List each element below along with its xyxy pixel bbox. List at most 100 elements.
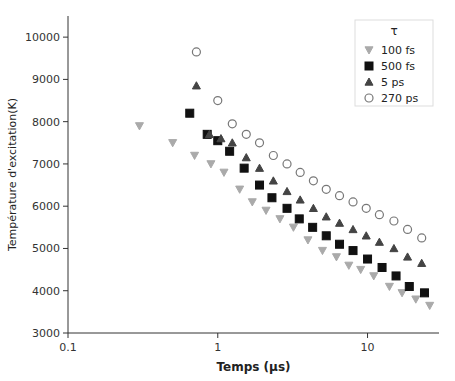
point: [405, 283, 413, 291]
point: [375, 238, 383, 245]
point: [242, 154, 250, 161]
legend-marker: [365, 47, 373, 54]
y-tick-label: 7000: [32, 158, 60, 171]
point: [390, 244, 398, 251]
y-tick: [63, 121, 68, 122]
point: [283, 160, 291, 168]
legend-marker: [365, 78, 373, 85]
point: [226, 147, 234, 155]
point: [420, 289, 428, 297]
point: [228, 139, 236, 146]
point: [404, 253, 412, 260]
point: [256, 139, 264, 147]
point: [426, 302, 434, 309]
point: [375, 211, 383, 219]
point: [262, 207, 270, 214]
point: [207, 161, 215, 168]
legend-label: 100 fs: [381, 44, 415, 57]
y-tick: [63, 290, 68, 291]
series: [192, 82, 425, 267]
x-tick: [367, 333, 368, 338]
point: [256, 181, 264, 189]
legend-marker: [365, 62, 373, 70]
point: [295, 215, 303, 223]
x-tick-label: 10: [361, 341, 375, 354]
point: [135, 123, 143, 130]
point: [349, 225, 357, 232]
point: [362, 232, 370, 239]
point: [236, 186, 244, 193]
legend-box: [355, 20, 433, 106]
y-tick-label: 3000: [32, 327, 60, 340]
y-tick: [63, 248, 68, 249]
y-tick-label: 8000: [32, 116, 60, 129]
point: [289, 224, 297, 231]
point: [364, 255, 372, 263]
point: [370, 273, 378, 280]
point: [385, 283, 393, 290]
point: [332, 254, 340, 261]
point: [214, 97, 222, 105]
point: [191, 152, 199, 159]
point: [268, 194, 276, 202]
point: [318, 247, 326, 254]
point: [378, 263, 386, 271]
point: [418, 259, 426, 266]
legend-title: τ: [390, 24, 397, 38]
point: [304, 237, 312, 244]
point: [309, 223, 317, 231]
point: [220, 169, 228, 176]
legend-label: 500 fs: [381, 60, 415, 73]
y-tick-label: 9000: [32, 73, 60, 86]
y-tick-label: 6000: [32, 200, 60, 213]
point: [296, 196, 304, 203]
y-tick: [63, 333, 68, 334]
legend-marker: [365, 94, 373, 102]
y-tick: [63, 79, 68, 80]
y-axis-line: [68, 16, 69, 333]
point: [240, 164, 248, 172]
point: [322, 185, 330, 193]
y-tick: [63, 206, 68, 207]
point: [336, 240, 344, 248]
plot-area: [135, 48, 433, 310]
y-axis-label: Température d'excitation(K): [6, 98, 19, 252]
point: [345, 262, 353, 269]
point: [296, 168, 304, 176]
y-tick-label: 4000: [32, 285, 60, 298]
x-tick-label: 1: [214, 341, 221, 354]
point: [169, 140, 177, 147]
point: [309, 177, 317, 185]
y-tick: [63, 163, 68, 164]
point: [349, 198, 357, 206]
point: [192, 48, 200, 56]
x-axis-label: Temps (μs): [216, 360, 290, 374]
legend-label: 270 ps: [381, 92, 418, 105]
point: [309, 204, 317, 211]
point: [322, 232, 330, 240]
x-tick: [68, 333, 69, 338]
y-tick-label: 10000: [25, 31, 60, 44]
point: [322, 213, 330, 220]
series: [192, 48, 425, 242]
point: [248, 199, 256, 206]
point: [404, 225, 412, 233]
point: [192, 82, 200, 89]
legend: τ 100 fs 500 fs 5 ps 270 ps: [355, 20, 433, 106]
point: [418, 234, 426, 242]
legend-label: 5 ps: [381, 76, 404, 89]
series: [186, 109, 429, 297]
x-axis-line: [68, 333, 439, 334]
point: [217, 135, 225, 142]
point: [276, 216, 284, 223]
point: [242, 130, 250, 138]
point: [392, 272, 400, 280]
point: [357, 266, 365, 273]
point: [283, 187, 291, 194]
point: [336, 219, 344, 226]
x-tick: [217, 333, 218, 338]
point: [269, 151, 277, 159]
point: [228, 120, 236, 128]
point: [205, 130, 213, 137]
point: [256, 164, 264, 171]
